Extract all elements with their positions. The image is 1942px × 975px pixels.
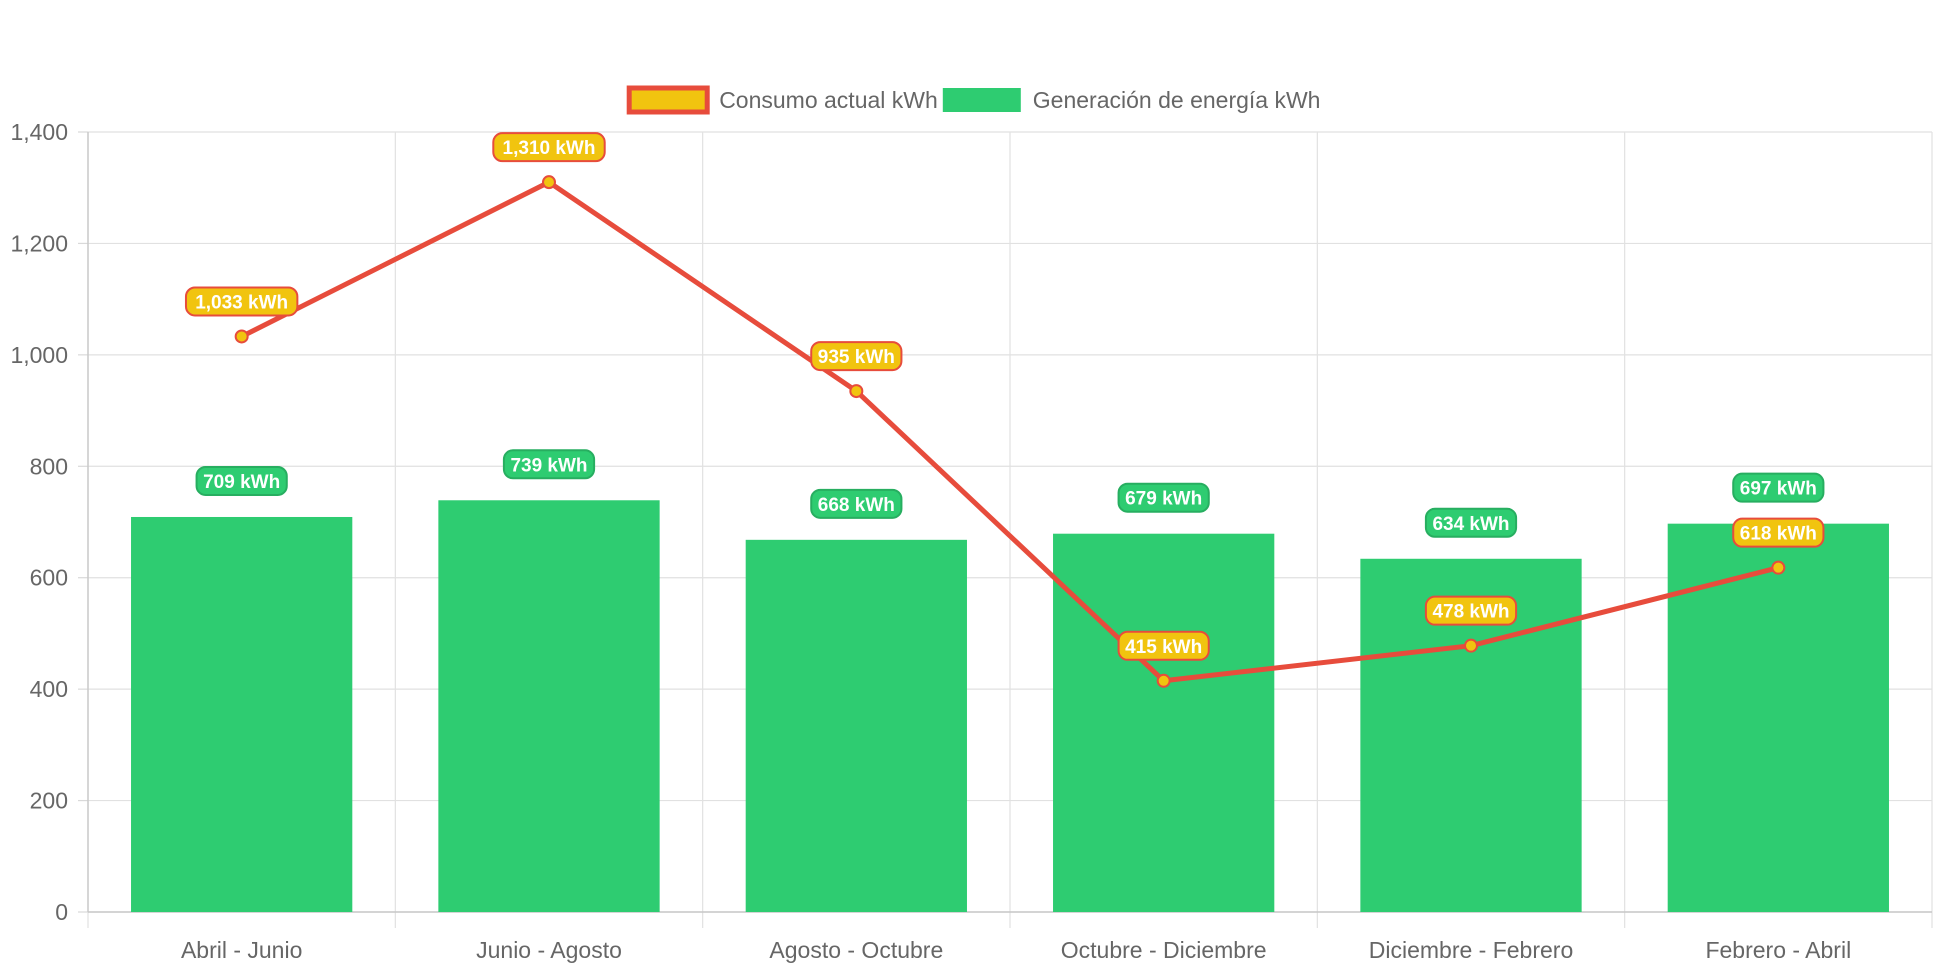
- line-point: [1771, 560, 1786, 575]
- line-value-label-text: 618 kWh: [1740, 524, 1817, 545]
- x-tick-label: Octubre - Diciembre: [1061, 937, 1267, 963]
- bar-value-label: 679 kWh: [1117, 482, 1210, 513]
- line-series: [234, 175, 1786, 688]
- bar-value-label-bg: [1117, 482, 1210, 513]
- bar-value-label-text: 739 kWh: [510, 455, 587, 476]
- legend-swatch: [942, 88, 1021, 112]
- bar-value-label-text: 709 kWh: [203, 472, 280, 493]
- line-point: [234, 329, 249, 344]
- line-value-label: 1,310 kWh: [492, 132, 606, 163]
- bar-value-label-text: 668 kWh: [818, 495, 895, 516]
- line-value-label-text: 1,033 kWh: [195, 292, 288, 313]
- bar-series: [131, 500, 1889, 912]
- legend: Consumo actual kWh Generación de energía …: [626, 85, 1321, 115]
- consumption-line: [240, 179, 1779, 684]
- bar-value-label-bg: [1424, 507, 1518, 538]
- bar-value-label-text: 697 kWh: [1740, 479, 1817, 500]
- legend-label: Generación de energía kWh: [1033, 87, 1321, 113]
- bar-value-label: 709 kWh: [195, 465, 288, 496]
- line-value-label-text: 478 kWh: [1432, 602, 1509, 623]
- bar-value-label-text: 679 kWh: [1125, 489, 1202, 510]
- bar-value-label-text: 634 kWh: [1432, 514, 1509, 535]
- line-value-label-bg: [1732, 517, 1825, 548]
- x-tick-label: Junio - Agosto: [476, 937, 622, 963]
- line-value-label: 1,033 kWh: [184, 286, 299, 317]
- line-value-label-text: 935 kWh: [818, 347, 895, 368]
- data-labels: 709 kWh 739 kWh 668 kWh 679 kWh 634 kWh 697 k…: [184, 132, 1825, 661]
- line-point: [1464, 638, 1478, 653]
- legend-swatch: [626, 85, 710, 115]
- bar: [745, 539, 967, 912]
- grid: [87, 131, 1933, 928]
- bar: [1053, 533, 1275, 912]
- line-value-label-bg: [492, 132, 606, 163]
- line-value-label-bg: [1117, 630, 1210, 661]
- y-tick-label: 1,200: [10, 230, 68, 256]
- x-tick-label: Diciembre - Febrero: [1369, 937, 1574, 963]
- y-tick-label: 600: [30, 565, 68, 591]
- line-value-label-text: 415 kWh: [1125, 637, 1202, 658]
- line-point: [1156, 673, 1171, 688]
- line-value-label-bg: [184, 286, 299, 317]
- y-tick-label: 1,400: [10, 119, 68, 145]
- line-value-label: 935 kWh: [810, 341, 903, 372]
- bar-value-label-bg: [810, 488, 903, 519]
- y-tick-label: 0: [55, 899, 68, 925]
- bar-value-label: 697 kWh: [1732, 472, 1825, 503]
- legend-label: Consumo actual kWh: [719, 87, 938, 113]
- x-tick-label: Agosto - Octubre: [769, 937, 943, 963]
- bar-value-label: 634 kWh: [1424, 507, 1518, 538]
- x-tick-label: Abril - Junio: [181, 937, 302, 963]
- axes: 0 200 400 600 800 1,000 1,200 1,400 Abril - Juni…: [10, 119, 1932, 963]
- legend-item[interactable]: Generación de energía kWh: [942, 87, 1321, 113]
- line-value-label-bg: [810, 341, 903, 372]
- line-value-label: 618 kWh: [1732, 517, 1825, 548]
- bar: [131, 516, 353, 912]
- line-point: [542, 175, 556, 190]
- bar: [1667, 523, 1889, 912]
- bar-value-label-bg: [502, 449, 596, 480]
- line-value-label-bg: [1424, 595, 1518, 626]
- bar: [438, 500, 660, 912]
- x-tick-label: Febrero - Abril: [1705, 937, 1851, 963]
- y-tick-label: 200: [30, 788, 68, 814]
- line-value-label: 415 kWh: [1117, 630, 1210, 661]
- line-point: [849, 384, 864, 399]
- bar-value-label-bg: [195, 465, 288, 496]
- y-tick-label: 800: [30, 453, 68, 479]
- y-tick-label: 400: [30, 676, 68, 702]
- bar-value-label-bg: [1732, 472, 1825, 503]
- bar-value-label: 739 kWh: [502, 449, 596, 480]
- y-tick-label: 1,000: [10, 342, 68, 368]
- line-value-label: 478 kWh: [1424, 595, 1518, 626]
- line-value-label-text: 1,310 kWh: [503, 138, 596, 159]
- legend-item[interactable]: Consumo actual kWh: [626, 85, 938, 115]
- bar-value-label: 668 kWh: [810, 488, 903, 519]
